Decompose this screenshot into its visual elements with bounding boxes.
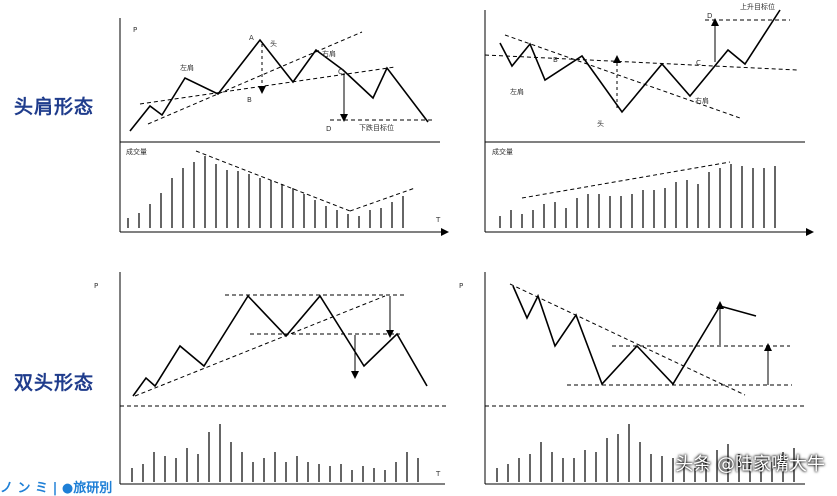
trend-line [509,283,746,396]
trend-line [504,34,741,119]
p2-left-shoulder: 左肩 [510,87,524,96]
p1-price-axis: P [133,26,137,34]
p1-left-shoulder: 左肩 [180,63,194,72]
p1-point-c: C [338,68,343,76]
p1-point-a: A [249,34,254,42]
p1-point-b: B [247,96,252,104]
p1-point-d: D [326,125,331,133]
volume-trend [521,161,731,199]
volume-trend-up [349,187,416,212]
trend-line [147,31,363,125]
head-shoulders-label: 头肩形态 [14,96,95,118]
neckline [139,66,396,105]
volume-bars [496,424,795,482]
p2-target: 上升目标位 [740,2,775,11]
p1-head: 头 [270,39,277,48]
p2-right-shoulder: 右肩 [695,96,709,105]
panel-double-top [119,272,447,485]
panel-head-shoulders-bottom [484,9,814,236]
trend-line [134,295,386,397]
p1-target: 下跌目标位 [359,123,394,132]
p4-price-axis: P [459,282,463,290]
panel-double-bottom [484,272,805,485]
price-line [132,294,428,397]
neckline [484,54,798,71]
volume-bars [499,164,776,228]
p1-right-shoulder: 右肩 [322,49,336,58]
price-line [512,285,757,386]
p2-point-b: B [553,56,558,64]
watermark: 头条 @陆家嘴大牛 [675,454,825,475]
price-line [499,9,781,114]
double-top-label: 双头形态 [14,372,95,394]
p1-volume-label: 成交量 [126,147,147,156]
p2-head: 头 [597,119,604,128]
p3-time-axis: T [435,470,441,478]
panel-head-shoulders-top [119,18,449,236]
p2-volume-label: 成交量 [492,147,513,156]
volume-trend-down [195,150,351,212]
volume-bars [131,424,419,482]
p2-point-c: C [696,59,701,67]
bottom-logo: ノ ン ミ | ●旅研別 [0,481,113,496]
p3-price-axis: P [94,282,98,290]
volume-bars [127,156,404,228]
p1-time-axis: T [435,216,441,224]
p2-point-d: D [707,12,712,20]
price-line [129,38,429,132]
